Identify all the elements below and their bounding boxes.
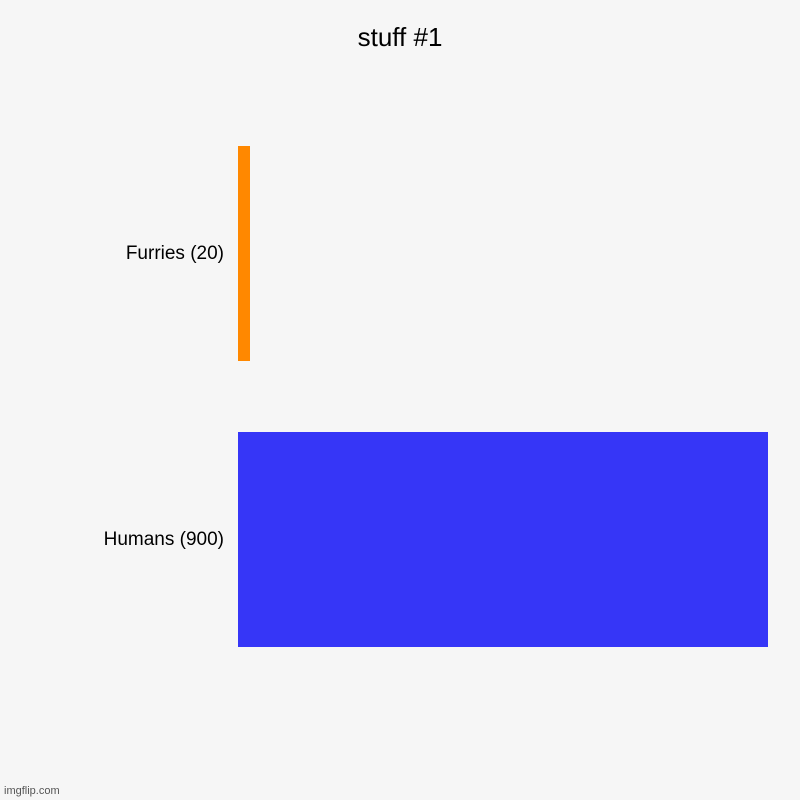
bar-label: Humans (900) <box>104 529 224 551</box>
bar-label: Furries (20) <box>126 243 224 265</box>
bar-row-0: Furries (20) <box>0 146 800 361</box>
chart-title: stuff #1 <box>0 22 800 53</box>
bar-rect <box>238 146 250 361</box>
bar-rect <box>238 432 768 647</box>
bar-row-1: Humans (900) <box>0 432 800 647</box>
chart-container: stuff #1 Furries (20) Humans (900) imgfl… <box>0 0 800 800</box>
watermark-text: imgflip.com <box>4 785 60 797</box>
